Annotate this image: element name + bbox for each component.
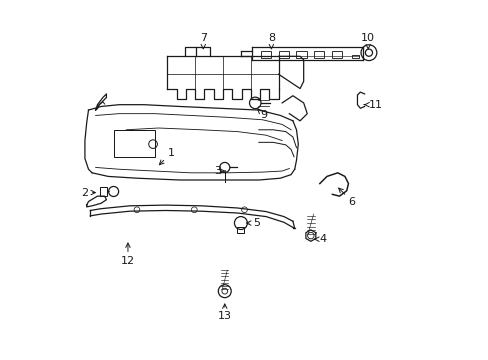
Text: 13: 13 <box>217 304 231 321</box>
Bar <box>351 55 359 58</box>
Text: 4: 4 <box>314 234 326 244</box>
Bar <box>332 51 342 58</box>
Text: 8: 8 <box>267 33 274 49</box>
Text: 7: 7 <box>199 33 206 49</box>
Bar <box>260 51 270 58</box>
Bar <box>296 51 306 58</box>
Bar <box>100 187 107 196</box>
Bar <box>278 51 288 58</box>
Text: 10: 10 <box>361 33 374 49</box>
Text: 3: 3 <box>214 166 225 176</box>
Text: 6: 6 <box>338 188 355 207</box>
Text: 12: 12 <box>121 243 135 266</box>
Text: 9: 9 <box>257 109 267 121</box>
Bar <box>314 51 324 58</box>
Text: 1: 1 <box>159 148 174 165</box>
Text: 2: 2 <box>81 188 95 198</box>
Text: 11: 11 <box>364 100 382 110</box>
Bar <box>237 227 244 233</box>
Bar <box>113 130 155 157</box>
Text: 5: 5 <box>246 218 260 228</box>
